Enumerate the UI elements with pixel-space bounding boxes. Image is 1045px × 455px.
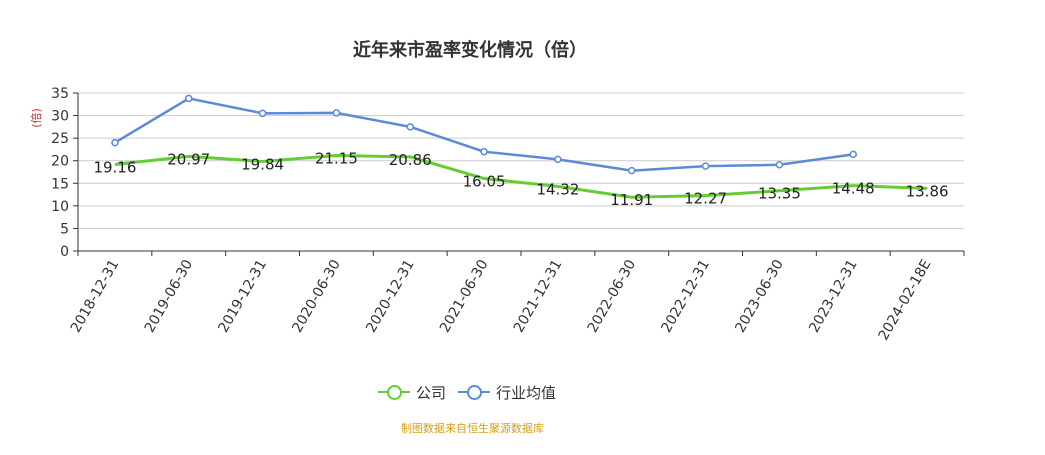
y-tick-label: 5 <box>60 221 69 237</box>
data-label: 20.86 <box>389 151 432 169</box>
data-label: 13.86 <box>906 182 949 200</box>
data-point <box>406 123 414 131</box>
chart-title: 近年来市盈率变化情况（倍） <box>353 40 587 61</box>
data-point <box>185 94 193 103</box>
data-label: 13.35 <box>758 185 801 203</box>
x-tick-label: 2020-06-30 <box>289 257 344 335</box>
data-label: 11.91 <box>610 191 653 209</box>
series-lines <box>111 94 928 199</box>
data-point <box>258 109 267 118</box>
y-tick-label: 10 <box>51 199 69 215</box>
data-point <box>332 109 341 117</box>
x-tick-label: 2023-06-30 <box>732 257 787 335</box>
data-point <box>111 138 119 147</box>
data-label: 16.05 <box>463 173 506 191</box>
data-labels: 19.16 20.97 19.84 21.15 20.86 16.05 14.32 11.91… <box>93 150 948 210</box>
x-tick-label: 2024-02-18E <box>876 257 935 343</box>
legend-label-company: 公司 <box>416 383 447 402</box>
y-axis-label: (倍) <box>29 108 43 128</box>
x-tick-label: 2018-12-31 <box>68 257 123 335</box>
legend-swatch-industry-average <box>458 384 491 400</box>
y-tick-label: 25 <box>51 131 69 147</box>
y-tick-label: 35 <box>51 86 69 102</box>
legend-item-industry-average[interactable]: 行业均值 <box>458 382 556 403</box>
grid-lines <box>78 92 964 229</box>
x-tick-label: 2022-06-30 <box>585 257 640 335</box>
x-tick-label: 2021-12-31 <box>511 257 566 335</box>
legend[interactable]: 公司 行业均值 <box>378 381 568 403</box>
y-tick-label: 20 <box>51 154 69 170</box>
x-tick-label: 2022-12-31 <box>659 257 714 335</box>
series-line-company <box>114 154 928 199</box>
data-label: 19.16 <box>93 159 136 177</box>
y-tick-label: 0 <box>60 244 69 260</box>
data-label: 21.15 <box>315 150 358 168</box>
y-tick-label: 15 <box>51 176 69 192</box>
source-note: 制图数据来自恒生聚源数据库 <box>401 422 544 435</box>
data-point <box>628 166 636 175</box>
data-point <box>701 162 710 170</box>
legend-item-company[interactable]: 公司 <box>378 382 446 403</box>
data-point <box>554 155 562 164</box>
data-label: 20.97 <box>167 150 210 168</box>
data-point <box>480 147 488 156</box>
legend-label-industry-average: 行业均值 <box>496 383 557 402</box>
y-tick-label: 30 <box>51 109 69 125</box>
data-label: 14.32 <box>536 180 579 198</box>
legend-swatch-company <box>378 384 410 400</box>
axes: 0 5 10 15 20 25 30 35 (倍) 2018-12-31 2019-06-30 201… <box>29 86 965 343</box>
data-point <box>849 150 857 159</box>
data-point <box>775 161 784 169</box>
x-tick-label: 2023-12-31 <box>806 257 861 335</box>
x-tick-label: 2020-12-31 <box>363 257 418 335</box>
x-tick-label: 2021-06-30 <box>437 257 492 335</box>
data-label: 19.84 <box>241 155 284 173</box>
data-label: 14.48 <box>832 180 875 198</box>
data-label: 12.27 <box>684 190 727 208</box>
x-tick-label: 2019-06-30 <box>142 257 197 335</box>
x-tick-label: 2019-12-31 <box>216 257 271 335</box>
